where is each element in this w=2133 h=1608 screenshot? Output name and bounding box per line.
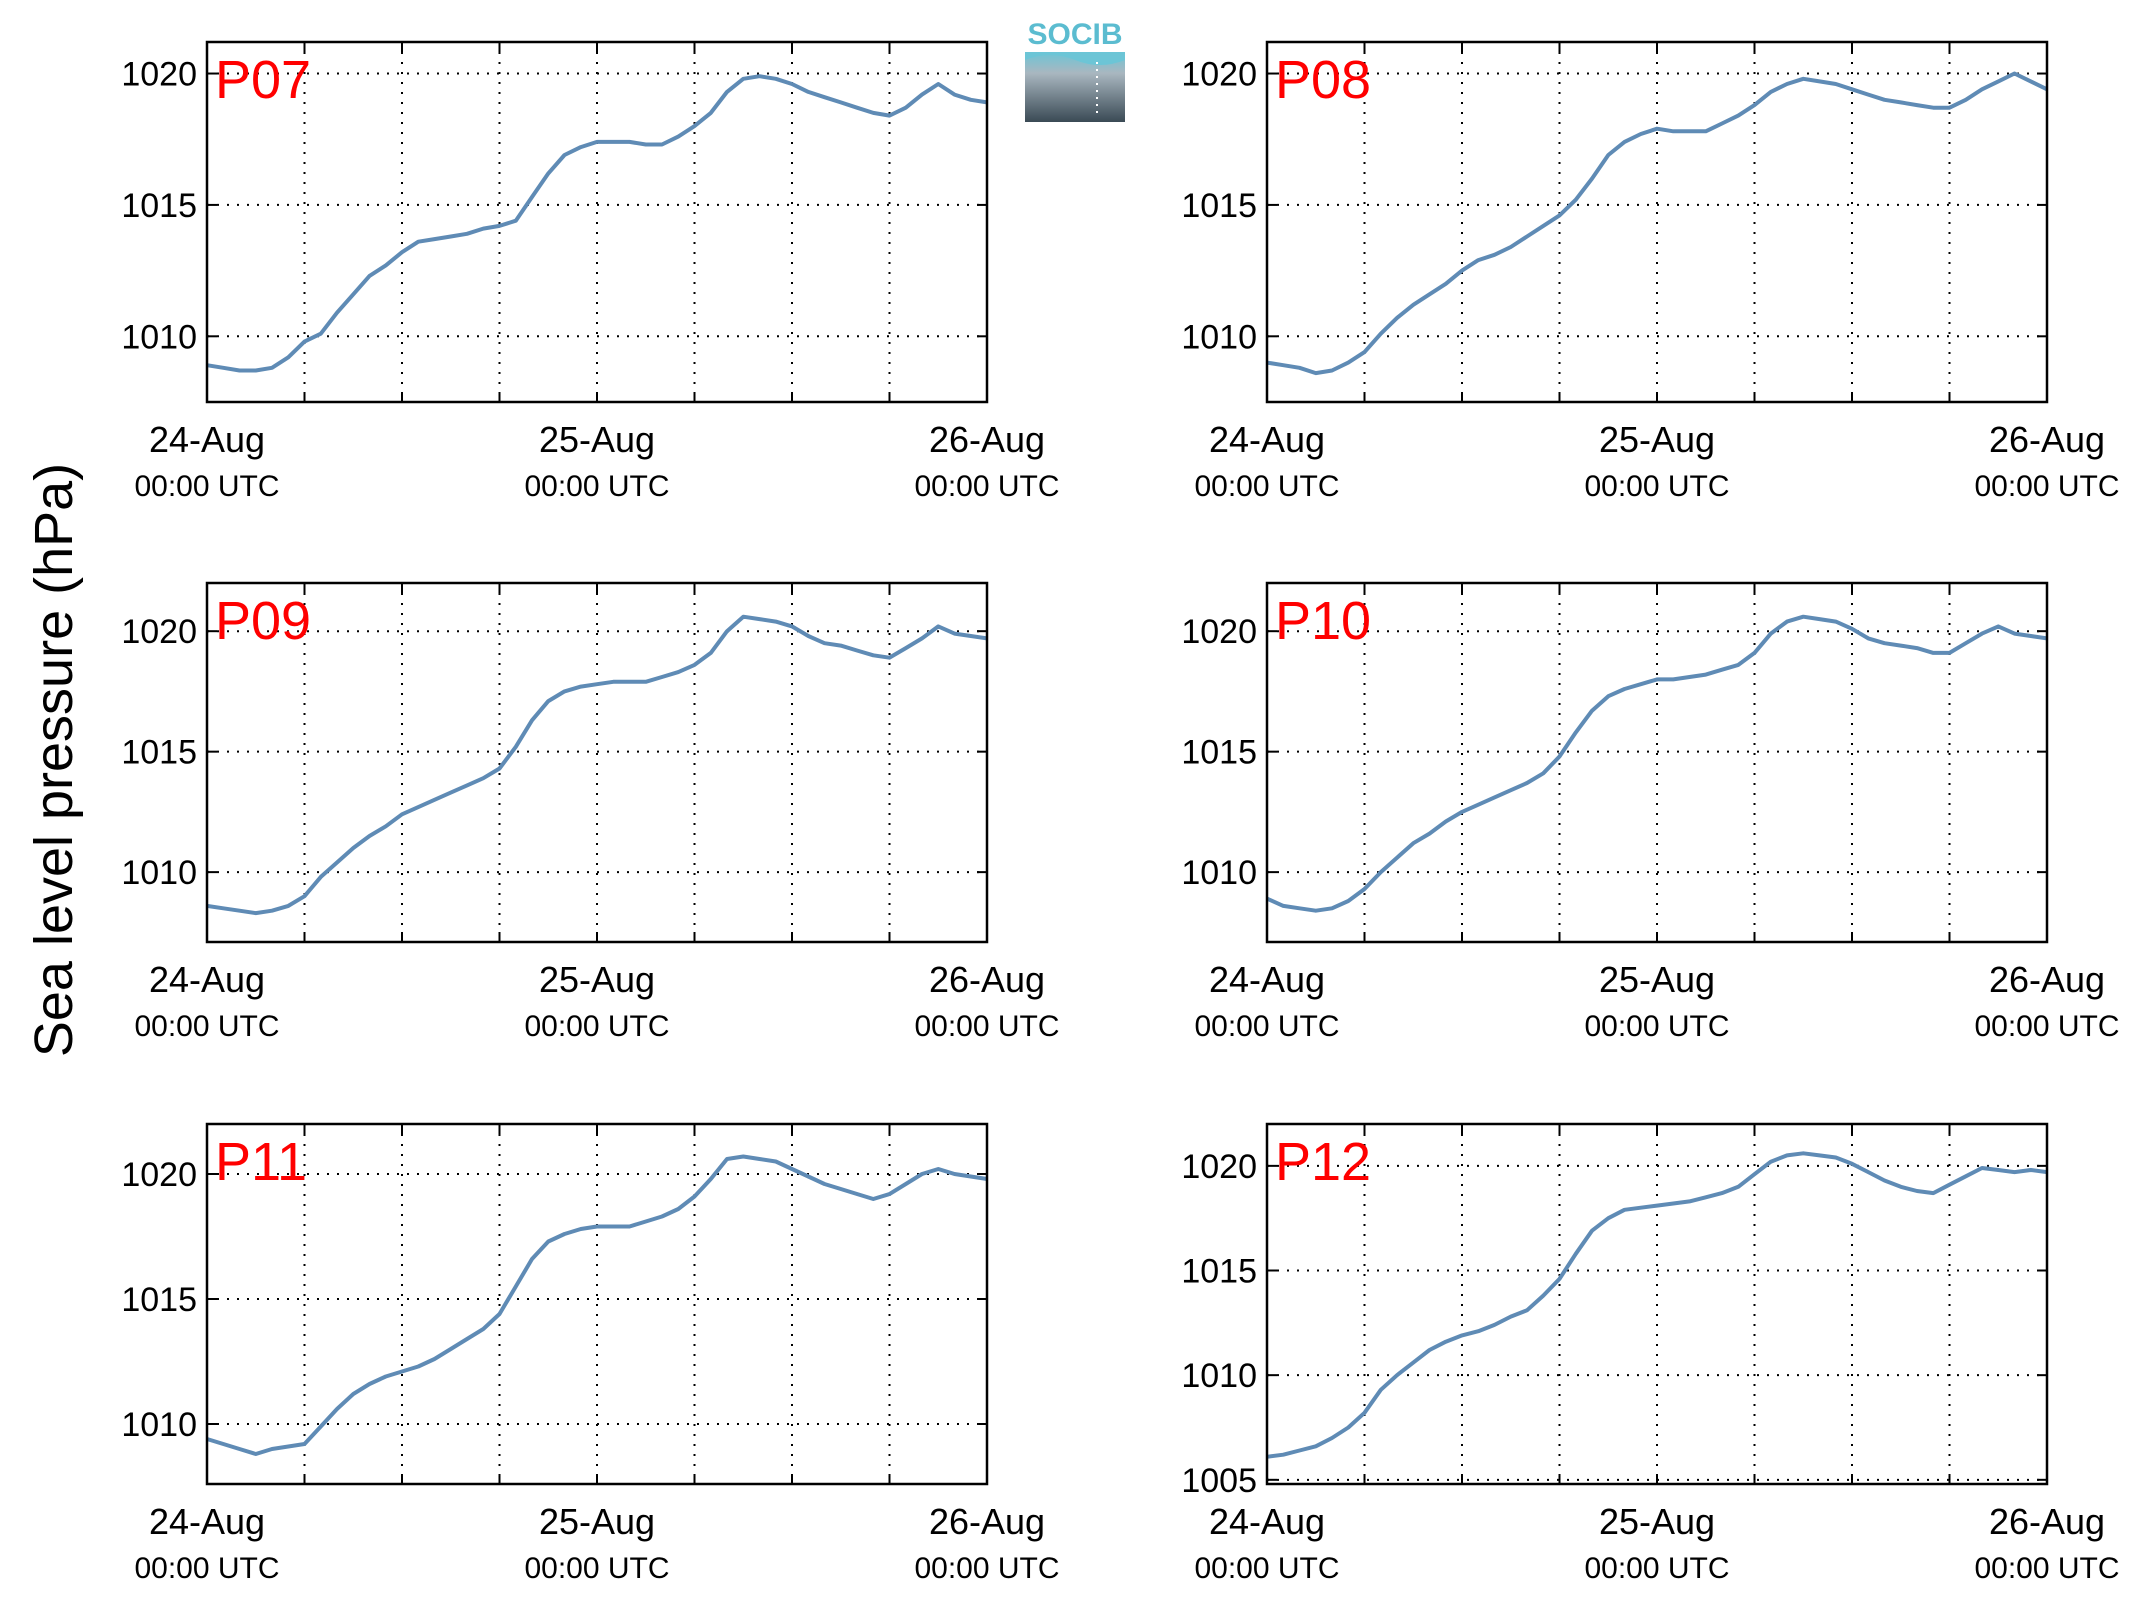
x-tick-label-time: 00:00 UTC: [1584, 1010, 1729, 1043]
x-tick-label-date: 24-Aug: [1209, 419, 1325, 460]
y-tick-label: 1020: [121, 613, 197, 651]
chart-panel-p10: 1010 1015 1020 24-Aug 00:00 UTC 25-Aug 00:00 U…: [1181, 581, 2120, 1043]
y-tick-label: 1015: [121, 1281, 197, 1319]
x-tick-label-time: 00:00 UTC: [1584, 1552, 1729, 1585]
series-line-p12: [1266, 1151, 2048, 1459]
x-tick-label-time: 00:00 UTC: [1194, 470, 1339, 503]
x-tick-label-time: 00:00 UTC: [1194, 1552, 1339, 1585]
y-tick-label: 1010: [121, 318, 197, 356]
x-tick-label-time: 00:00 UTC: [914, 470, 1059, 503]
x-tick-label-date: 26-Aug: [929, 1501, 1045, 1542]
x-tick-label-date: 24-Aug: [149, 1501, 265, 1542]
series-line-p09: [206, 614, 988, 916]
x-tick-label-time: 00:00 UTC: [134, 1010, 279, 1043]
x-tick-label-time: 00:00 UTC: [524, 470, 669, 503]
chart-panel-p08: 1010 1015 1020 24-Aug 00:00 UTC 25-Aug 00:00 U…: [1181, 40, 2120, 503]
x-tick-label-time: 00:00 UTC: [1194, 1010, 1339, 1043]
x-tick-label-date: 24-Aug: [149, 419, 265, 460]
series-line-p07: [206, 74, 988, 373]
y-tick-label: 1020: [1181, 613, 1257, 651]
x-tick-label-date: 24-Aug: [149, 959, 265, 1000]
panel-label: P07: [215, 50, 311, 110]
x-tick-label-time: 00:00 UTC: [914, 1552, 1059, 1585]
x-tick-label-date: 25-Aug: [1599, 419, 1715, 460]
y-axis-label: Sea level pressure (hPa): [24, 463, 84, 1057]
panel-label: P08: [1275, 50, 1371, 110]
axes-frame: [1265, 581, 2049, 944]
y-tick-label: 1020: [121, 1156, 197, 1194]
logo-wave: [1025, 52, 1125, 65]
x-tick-label-date: 26-Aug: [929, 959, 1045, 1000]
y-tick-label: 1010: [121, 1406, 197, 1444]
x-tick-label-time: 00:00 UTC: [914, 1010, 1059, 1043]
x-tick-label-date: 25-Aug: [539, 1501, 655, 1542]
x-tick-label-date: 24-Aug: [1209, 1501, 1325, 1542]
y-tick-label: 1015: [121, 187, 197, 225]
y-tick-label: 1015: [1181, 1253, 1257, 1291]
x-tick-label-time: 00:00 UTC: [524, 1552, 669, 1585]
y-tick-label: 1010: [121, 854, 197, 892]
axes-frame: [205, 581, 989, 944]
series-line-p08: [1266, 71, 2048, 376]
y-tick-label: 1005: [1181, 1462, 1257, 1500]
y-tick-label: 1015: [1181, 187, 1257, 225]
x-tick-label-time: 00:00 UTC: [1974, 470, 2119, 503]
y-tick-label: 1010: [1181, 854, 1257, 892]
x-tick-label-time: 00:00 UTC: [134, 470, 279, 503]
x-tick-label-date: 25-Aug: [539, 959, 655, 1000]
y-tick-label: 1015: [1181, 734, 1257, 772]
series-line-p11: [206, 1154, 988, 1456]
panel-label: P11: [215, 1132, 307, 1192]
x-tick-label-date: 25-Aug: [539, 419, 655, 460]
x-tick-label-date: 24-Aug: [1209, 959, 1325, 1000]
panels: 1010 1015 1020 24-Aug 00:00 UTC 25-Aug 00:00 U…: [121, 40, 2120, 1585]
x-tick-label-date: 26-Aug: [1989, 419, 2105, 460]
x-tick-label-date: 26-Aug: [1989, 1501, 2105, 1542]
y-tick-label: 1020: [121, 56, 197, 94]
x-tick-label-date: 26-Aug: [1989, 959, 2105, 1000]
y-tick-label: 1020: [1181, 56, 1257, 94]
x-tick-label-time: 00:00 UTC: [1584, 470, 1729, 503]
x-tick-label-date: 25-Aug: [1599, 1501, 1715, 1542]
x-tick-label-time: 00:00 UTC: [134, 1552, 279, 1585]
socib-logo: SOCIB: [1025, 18, 1125, 122]
x-tick-label-time: 00:00 UTC: [524, 1010, 669, 1043]
y-tick-label: 1020: [1181, 1148, 1257, 1186]
x-tick-label-date: 26-Aug: [929, 419, 1045, 460]
y-tick-label: 1015: [121, 734, 197, 772]
chart-panel-p07: 1010 1015 1020 24-Aug 00:00 UTC 25-Aug 00:00 U…: [121, 40, 1060, 503]
chart-panel-p09: 1010 1015 1020 24-Aug 00:00 UTC 25-Aug 00:00 U…: [121, 581, 1060, 1043]
x-tick-label-date: 25-Aug: [1599, 959, 1715, 1000]
panel-label: P12: [1275, 1132, 1371, 1192]
x-tick-label-time: 00:00 UTC: [1974, 1552, 2119, 1585]
chart-panel-p11: 1010 1015 1020 24-Aug 00:00 UTC 25-Aug 00:00 U…: [121, 1122, 1060, 1585]
chart-panel-p12: 1005 1010 1015 1020 24-Aug 00:00 UTC 25-Aug 00:…: [1181, 1122, 2120, 1585]
x-tick-label-time: 00:00 UTC: [1974, 1010, 2119, 1043]
logo-text: SOCIB: [1027, 18, 1122, 51]
panel-label: P10: [1275, 591, 1371, 651]
panel-label: P09: [215, 591, 311, 651]
y-tick-label: 1010: [1181, 1357, 1257, 1395]
y-tick-label: 1010: [1181, 318, 1257, 356]
series-line-p10: [1266, 614, 2048, 913]
